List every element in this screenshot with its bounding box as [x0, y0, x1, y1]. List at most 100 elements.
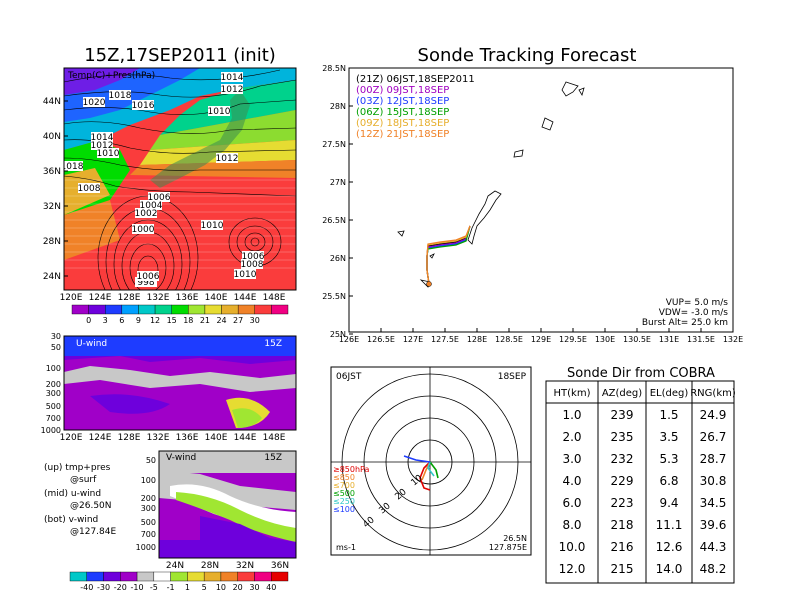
polar-level-entry: ≤250	[333, 497, 355, 506]
tracking-lon-tick-label: 128.5E	[495, 335, 523, 344]
wind-colorbar-swatch	[237, 571, 255, 582]
wind-colorbar-tick-label: 30	[249, 583, 259, 592]
isobar-label-bg	[135, 277, 157, 287]
isobar-label-bg	[135, 208, 157, 218]
table-cell: 26.7	[700, 430, 727, 444]
vwind-p-tick-label: 1000	[136, 543, 156, 552]
isobar-label: 1014	[91, 133, 114, 143]
colorbar-tick-label: 12	[150, 316, 160, 325]
tracking-lon-tick-label: 127.5E	[431, 335, 459, 344]
colorbar-tick-label: 27	[233, 316, 243, 325]
table-cell: 4.0	[562, 474, 581, 488]
tracking-lat-ticks: 28.5N 28N 27.5N 27N 26.5N 26N 25.5N 25N	[322, 64, 353, 339]
uwind-field	[64, 336, 296, 430]
table-header-cell: RNG(km)	[690, 388, 736, 399]
isobar-label-bg	[91, 140, 113, 150]
isobar-label: 1002	[135, 209, 158, 219]
hodograph	[403, 455, 439, 491]
isobar-label-bg	[91, 132, 113, 142]
isobar-label-bg	[221, 72, 243, 82]
launch-parameter: VDW= -3.0 m/s	[659, 308, 729, 318]
isobar-label-bg	[208, 106, 230, 116]
tracking-lon-tick-label: 131E	[659, 335, 679, 344]
isobar-label-bg	[241, 259, 263, 269]
isobar-label: 1010	[208, 107, 231, 117]
table-cell: 34.5	[700, 496, 727, 510]
colorbar-tick-label: 9	[136, 316, 141, 325]
colorbar-swatch	[71, 304, 89, 315]
wind-colorbar-tick-label: -5	[150, 583, 158, 592]
legend-note-sub: @surf	[70, 475, 97, 485]
table-cell: 10.0	[559, 540, 586, 554]
uwind-time: 15Z	[264, 339, 282, 349]
uwind-p-tick-label: 50	[51, 343, 61, 352]
vwind-time: 15Z	[264, 453, 282, 463]
wind-colorbar-swatch	[86, 571, 104, 582]
uwind-lon-tick-label: 132E	[147, 433, 170, 443]
polar-grid	[331, 367, 531, 555]
tracking-lat-tick-label: 27N	[330, 178, 346, 187]
coastlines	[397, 81, 585, 288]
table-cell: 28.7	[700, 452, 727, 466]
main-map-frame	[63, 67, 297, 291]
main-lon-tick-label: 148E	[263, 293, 286, 303]
main-lat-tick-label: 24N	[43, 272, 61, 282]
isobar-label: 1004	[140, 201, 163, 211]
temperature-colorbar: 0 3 6 9 12 15 18 21 24 27 30	[71, 304, 289, 325]
uwind-p-tick-label: 500	[46, 402, 61, 411]
legend-note-sub: @127.84E	[70, 527, 116, 537]
table-cell: 232	[611, 452, 634, 466]
tracking-lon-tick-label: 130E	[595, 335, 615, 344]
vwind-lat-ticks: 24N 28N 32N 36N	[166, 561, 289, 571]
table-cell: 8.0	[562, 518, 581, 532]
vwind-title: V-wind	[166, 453, 196, 463]
isobar-label-bg	[140, 200, 162, 210]
polar-level-entry: ≤500	[333, 489, 355, 498]
main-map-lat-ticks: 44N 40N 36N 32N 28N 24N	[43, 97, 68, 282]
table-cell: 239	[611, 408, 634, 422]
colorbar-swatch	[138, 304, 156, 315]
table-cell: 223	[611, 496, 634, 510]
legend-note-sub: @26.50N	[70, 501, 112, 511]
tracking-lon-tick-label: 130.5E	[623, 335, 651, 344]
tracking-legend-entry: (00Z) 09JST,18SEP	[356, 85, 449, 96]
wind-colorbar-swatch	[271, 571, 289, 582]
tracking-lon-tick-label: 132E	[723, 335, 743, 344]
polar-level-entry: ≤850	[333, 473, 355, 482]
uwind-p-tick-label: 200	[46, 380, 61, 389]
table-cell: 5.3	[659, 452, 678, 466]
uwind-lon-tick-label: 148E	[263, 433, 286, 443]
vwind-lat-tick-label: 24N	[166, 561, 184, 571]
isobar-label-bg	[78, 183, 100, 193]
isobar-label-bg	[132, 224, 154, 234]
polar-level-entry: ≤700	[333, 481, 355, 490]
temperature-field: 1014 1012 1020 1018 1016 1010 1014 1012 …	[64, 68, 296, 290]
table-header-cell: HT(km)	[554, 388, 591, 399]
legend-note-line: (bot) v-wind	[44, 515, 98, 525]
table-cell: 3.0	[562, 452, 581, 466]
isobar-label-bg	[201, 220, 223, 230]
uwind-title: U-wind	[76, 339, 107, 349]
isobar-label-bg	[216, 153, 238, 163]
main-lat-tick-label: 28N	[43, 237, 61, 247]
table-cell: 48.2	[700, 562, 727, 576]
wind-colorbar-swatch	[220, 571, 238, 582]
main-lon-tick-label: 136E	[176, 293, 199, 303]
tracking-legend-entry: (09Z) 18JST,18SEP	[356, 118, 449, 129]
polar-unit: ms-1	[336, 543, 356, 552]
table-cell: 1.5	[659, 408, 678, 422]
wind-colorbar-tick-label: 10	[216, 583, 226, 592]
colorbar-tick-label: 6	[119, 316, 124, 325]
sonde-direction-table: HT(km) AZ(deg) EL(deg) RNG(km) 1.0 239 1.5 24.9…	[545, 380, 736, 584]
table-cell: 216	[611, 540, 634, 554]
isobar-label: 1006	[137, 272, 160, 282]
wind-colorbar-swatch	[69, 571, 87, 582]
launch-parameter: Burst Alt= 25.0 km	[642, 318, 728, 328]
isobar-label: 1008	[78, 184, 101, 194]
polar-date: 18SEP	[498, 372, 527, 382]
colorbar-swatch	[254, 304, 272, 315]
tracking-lat-tick-label: 27.5N	[322, 140, 346, 149]
main-lat-tick-label: 40N	[43, 132, 61, 142]
legend-note-line: (up) tmp+pres	[44, 463, 111, 473]
